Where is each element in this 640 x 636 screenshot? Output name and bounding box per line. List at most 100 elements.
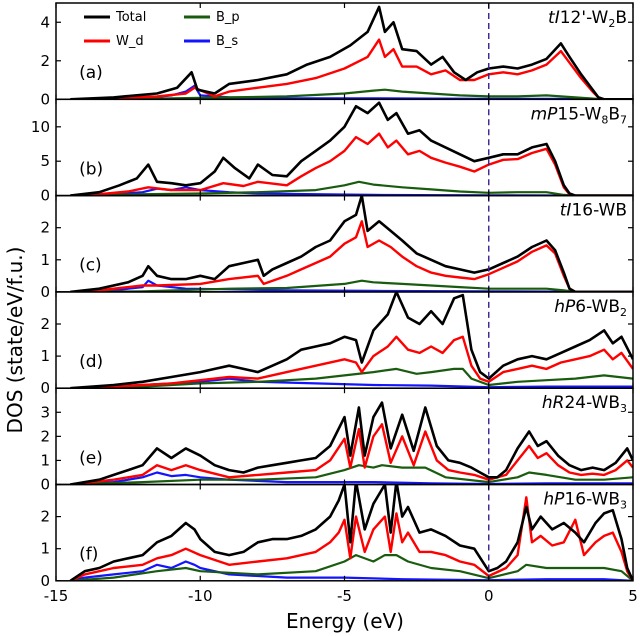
title-subscript-2: 7 <box>620 113 627 126</box>
title-formula-tail: B <box>608 104 620 124</box>
series-w-d-d <box>70 335 633 389</box>
series-total-e <box>70 401 633 485</box>
series-total-a <box>70 5 633 100</box>
panel-label-a: (a) <box>79 63 103 83</box>
panel-title-d: hP6-WB2 <box>554 297 627 319</box>
x-tick-label: -5 <box>337 587 352 605</box>
y-tick-label-a: 0 <box>40 90 50 108</box>
series-b-s-f <box>70 560 633 581</box>
y-tick-label-b: 0 <box>40 187 50 205</box>
panels-group: 024(a)tI12'-W2B0510(b)mP15-W8B7012(c)tI1… <box>31 2 634 590</box>
title-lattice: mP <box>531 104 559 124</box>
legend: Total W_d B_p B_s <box>84 10 240 49</box>
panel-b: 0 5 10 (b) mP15-W8B7 <box>31 98 634 205</box>
legend-label-b-s: B_s <box>216 34 238 49</box>
y-tick-label-e: 2 <box>40 427 50 445</box>
panel-label-f: (f) <box>79 545 98 565</box>
title-number: 16 <box>564 490 586 510</box>
series-total-b <box>70 101 633 196</box>
panel-title-f: hP16-WB3 <box>543 490 627 512</box>
panel-f: 0 1 2 (f) hP16-WB3 <box>40 483 634 590</box>
panel-series-d <box>70 291 633 389</box>
panel-series-b <box>70 101 633 196</box>
y-tick-label-d: 0 <box>40 379 50 397</box>
y-tick-label-b: 10 <box>31 118 50 136</box>
series-w-d-c <box>70 220 633 292</box>
panel-d: 012(d)hP6-WB2 <box>40 291 634 397</box>
panel-label-c: (c) <box>79 256 102 276</box>
series-total-f <box>69 484 633 581</box>
panel-label-b: (b) <box>79 159 103 179</box>
title-formula: -W <box>579 104 601 124</box>
panel-frame-d <box>55 291 634 389</box>
x-axis-label: Energy (eV) <box>286 609 404 633</box>
panel-label-d: (d) <box>79 352 103 372</box>
y-tick-label-f: 1 <box>40 540 50 558</box>
series-b-p-e <box>70 464 633 485</box>
panel-title-b: mP15-W8B7 <box>531 104 627 126</box>
title-lattice: tI <box>548 8 560 28</box>
title-subscript: 2 <box>608 17 615 30</box>
title-lattice: hP <box>543 490 565 510</box>
y-tick-label-e: 1 <box>40 451 50 469</box>
title-lattice: hP <box>554 297 576 317</box>
title-lattice: hR <box>542 393 565 413</box>
panel-title-c: tI16-WB <box>560 201 627 221</box>
title-number: 6 <box>575 297 586 317</box>
title-formula: -WB <box>586 393 620 413</box>
panel-series-e <box>70 401 633 485</box>
title-number: 24 <box>564 393 586 413</box>
panel-title-a: tI12'-W2B <box>548 8 627 30</box>
title-lattice: tI <box>560 201 572 221</box>
y-tick-label-e: 3 <box>40 403 50 421</box>
title-subscript: 2 <box>620 306 627 319</box>
series-b-p-d <box>70 367 633 389</box>
title-subscript: 3 <box>620 499 627 512</box>
title-number: 15 <box>557 104 579 124</box>
series-w-d-f <box>69 496 633 581</box>
panel-series-c <box>70 195 633 292</box>
legend-label-total: Total <box>115 10 146 25</box>
y-tick-label-f: 0 <box>40 572 50 590</box>
title-formula: -WB <box>593 201 627 221</box>
y-tick-label-c: 2 <box>40 219 50 237</box>
y-tick-label-e: 0 <box>40 476 50 494</box>
x-tick-label: 5 <box>628 587 638 605</box>
x-axis: -15 -10 -5 0 5 <box>44 587 638 605</box>
y-tick-label-b: 5 <box>40 152 50 170</box>
x-tick-label: -15 <box>44 587 69 605</box>
title-subscript: 8 <box>601 113 608 126</box>
panel-label-e: (e) <box>79 448 103 468</box>
panel-title-e: hR24-WB3 <box>542 393 627 415</box>
panel-c: 0 1 2 (c) tI16-WB <box>40 194 634 301</box>
title-subscript: 3 <box>620 402 627 415</box>
y-tick-label-d: 2 <box>40 315 50 333</box>
x-tick-label: -10 <box>188 587 213 605</box>
series-total-d <box>70 291 633 389</box>
title-formula-tail: B <box>615 8 627 28</box>
legend-label-b-p: B_p <box>216 10 240 25</box>
y-tick-label-f: 2 <box>40 508 50 526</box>
series-b-p-b <box>70 180 633 196</box>
panel-series-f <box>69 484 633 581</box>
series-b-p-a <box>70 88 633 100</box>
y-tick-label-c: 1 <box>40 251 50 269</box>
title-prime: ' <box>581 8 586 28</box>
series-w-d-b <box>70 132 633 196</box>
title-number: 16 <box>571 201 593 221</box>
series-total-c <box>70 195 633 292</box>
y-tick-label-a: 4 <box>40 13 50 31</box>
title-formula: -W <box>586 8 608 28</box>
title-number: 12 <box>560 8 582 28</box>
x-tick-label: 0 <box>484 587 494 605</box>
series-b-p-c <box>70 279 633 292</box>
title-formula: -WB <box>586 297 620 317</box>
y-tick-label-c: 0 <box>40 283 50 301</box>
series-w-d-a <box>70 38 633 100</box>
title-formula: -WB <box>586 490 620 510</box>
y-tick-label-d: 1 <box>40 347 50 365</box>
y-tick-label-a: 2 <box>40 52 50 70</box>
legend-label-w-d: W_d <box>116 34 144 49</box>
